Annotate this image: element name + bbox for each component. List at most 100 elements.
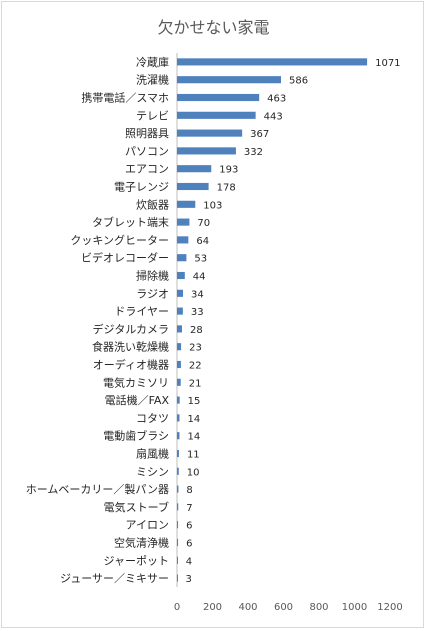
data-label: 44 [193, 272, 206, 283]
data-label: 64 [196, 236, 209, 247]
x-tick-label: 800 [309, 602, 328, 613]
data-label: 103 [203, 200, 222, 211]
data-label: 33 [191, 307, 204, 318]
bar [177, 147, 236, 155]
data-label: 28 [190, 325, 203, 336]
bar [177, 343, 182, 351]
bar [177, 378, 181, 386]
bar [177, 325, 182, 333]
category-label: ドライヤー [114, 305, 169, 318]
bar [177, 485, 179, 493]
bar [177, 111, 256, 119]
category-label: ホームベーカリー／製パン器 [26, 482, 169, 496]
category-label: 電気ストーブ [104, 500, 169, 514]
bar [177, 574, 178, 582]
data-label: 70 [197, 218, 210, 229]
category-label: ジャーポット [104, 554, 169, 567]
bar [177, 432, 180, 440]
category-label: ビデオレコーダー [81, 251, 169, 265]
bar [177, 218, 190, 226]
category-label: 電気カミソリ [103, 375, 169, 389]
bar [177, 467, 179, 475]
category-label: アイロン [126, 519, 169, 532]
bar [177, 58, 368, 66]
category-label: 掃除機 [136, 269, 169, 283]
data-label: 21 [189, 378, 202, 389]
category-label: パソコン [125, 145, 169, 158]
data-label: 8 [186, 485, 192, 496]
data-label: 367 [250, 129, 269, 140]
data-label: 22 [189, 361, 202, 372]
data-label: 463 [267, 94, 286, 105]
category-label: テレビ [136, 109, 169, 122]
category-label: タブレット端末 [92, 215, 169, 229]
bar [177, 449, 179, 458]
category-label: 冷蔵庫 [136, 55, 169, 69]
bar [177, 254, 187, 262]
data-label: 7 [186, 503, 192, 514]
bar [177, 236, 189, 244]
bar [177, 556, 178, 564]
data-label: 15 [188, 396, 201, 407]
category-label: 電子レンジ [114, 181, 169, 194]
data-label: 4 [186, 556, 192, 567]
category-label: 炊飯器 [136, 197, 169, 211]
bar [177, 396, 180, 404]
data-label: 14 [187, 432, 200, 443]
category-label: ジューサー／ミキサー [60, 572, 169, 585]
data-label: 193 [219, 165, 238, 176]
bar [177, 414, 180, 422]
bar [177, 503, 179, 511]
bar [177, 93, 260, 102]
chart-title: 欠かせない家電 [157, 18, 270, 37]
data-label: 332 [244, 147, 263, 158]
data-label: 1071 [375, 58, 400, 69]
bar [177, 76, 282, 84]
data-label: 3 [186, 574, 192, 585]
x-tick-label: 0 [174, 602, 180, 613]
category-label: クッキングヒーター [70, 233, 169, 247]
category-label: 電動歯ブラシ [103, 429, 169, 443]
data-label: 23 [189, 343, 202, 354]
bar [177, 289, 184, 297]
category-label: ラジオ [136, 287, 169, 300]
category-label: オーディオ機器 [93, 358, 169, 372]
data-label: 11 [187, 450, 200, 461]
data-label: 443 [264, 111, 283, 122]
data-label: 34 [191, 289, 204, 300]
category-label: 扇風機 [136, 447, 169, 461]
data-label: 6 [186, 539, 192, 550]
category-label: コタツ [136, 412, 169, 425]
bar [177, 521, 179, 529]
x-tick-label: 600 [274, 602, 293, 613]
data-label: 10 [187, 467, 200, 478]
bar [177, 538, 179, 547]
bar [177, 271, 185, 280]
category-label: エアコン [125, 163, 169, 176]
bar [177, 182, 209, 191]
bar [177, 360, 181, 369]
category-label: ミシン [136, 465, 169, 478]
data-label: 178 [217, 183, 236, 194]
data-label: 53 [194, 254, 207, 265]
category-label: 照明器具 [125, 127, 169, 140]
x-tick-label: 200 [203, 602, 222, 613]
category-label: 携帯電話／スマホ [81, 91, 169, 105]
x-tick-label: 1000 [342, 602, 367, 613]
bar [177, 165, 212, 173]
bar [177, 129, 243, 137]
data-label: 6 [186, 521, 192, 532]
data-label: 586 [289, 76, 308, 87]
data-label: 14 [187, 414, 200, 425]
category-label: 電話機／FAX [105, 393, 170, 407]
bar [177, 307, 183, 315]
category-label: 空気清浄機 [114, 536, 169, 550]
category-label: デジタルカメラ [93, 322, 169, 336]
x-tick-label: 1200 [377, 602, 402, 613]
bar [177, 200, 196, 208]
category-label: 食器洗い乾燥機 [92, 340, 169, 354]
category-label: 洗濯機 [136, 73, 169, 87]
x-tick-label: 400 [238, 602, 257, 613]
